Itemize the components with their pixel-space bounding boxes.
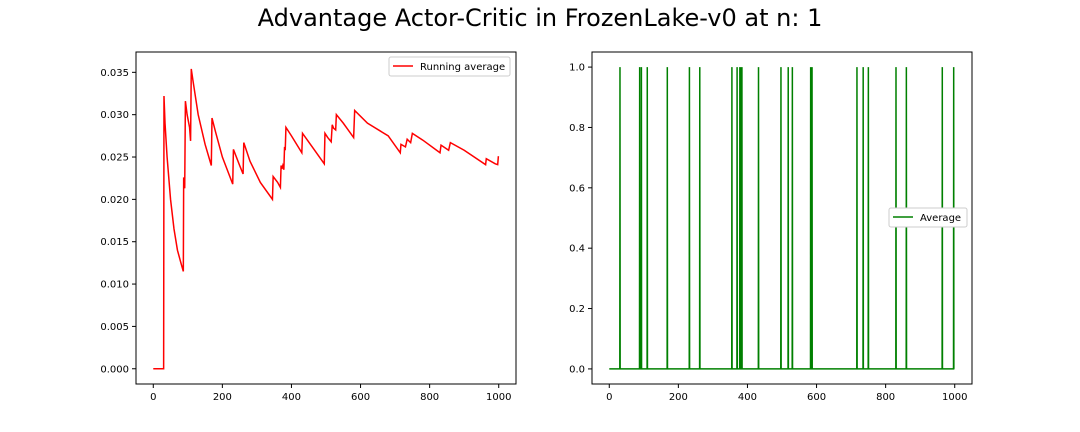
left-y-tick-label: 0.035 <box>100 68 129 79</box>
average-line <box>609 67 955 370</box>
right-y-tick-label: 0.0 <box>569 364 585 375</box>
left-y-tick-label: 0.020 <box>100 195 129 206</box>
left-x-tick-label: 600 <box>351 392 370 403</box>
right-series-line <box>609 67 955 370</box>
right-y-tick-label: 1.0 <box>569 63 585 74</box>
left-series-line <box>153 68 500 370</box>
left-x-tick-label: 800 <box>420 392 439 403</box>
left-chart: 0 200 400 600 800 1000 0.000 0.005 0.010 0.015 0.0… <box>100 51 517 403</box>
right-x-tick-label: 800 <box>876 392 895 403</box>
left-ticks: 0 200 400 600 800 1000 0.000 0.005 0.010 0.015 0.0… <box>100 68 511 403</box>
right-x-tick-label: 200 <box>669 392 688 403</box>
left-y-tick-label: 0.000 <box>100 364 129 375</box>
right-x-tick-label: 1000 <box>942 392 967 403</box>
left-x-tick-label: 0 <box>150 392 156 403</box>
right-y-tick-label: 0.2 <box>569 304 585 315</box>
right-x-tick-label: 0 <box>606 392 612 403</box>
right-plot-frame <box>591 51 973 385</box>
left-plot-frame <box>135 51 517 385</box>
right-legend: Average <box>888 207 968 228</box>
right-legend-label: Average <box>920 213 961 224</box>
right-legend-box <box>888 207 968 228</box>
left-legend: Running average <box>388 56 511 77</box>
right-x-tick-label: 600 <box>807 392 826 403</box>
left-y-tick-label: 0.015 <box>100 237 129 248</box>
right-ticks: 0 200 400 600 800 1000 0.0 0.2 0.4 0.6 0.8 1.0 <box>569 63 967 403</box>
right-y-tick-label: 0.8 <box>569 123 585 134</box>
right-y-tick-label: 0.4 <box>569 244 585 255</box>
figure-title: Advantage Actor-Critic in FrozenLake-v0 … <box>257 4 823 32</box>
running-average-line <box>153 68 500 370</box>
left-x-tick-label: 400 <box>282 392 301 403</box>
left-y-tick-label: 0.005 <box>100 322 129 333</box>
right-chart: 0 200 400 600 800 1000 0.0 0.2 0.4 0.6 0.8 1.0 Aver… <box>569 51 973 403</box>
left-y-tick-label: 0.025 <box>100 153 129 164</box>
left-y-tick-label: 0.010 <box>100 280 129 291</box>
left-x-tick-label: 200 <box>213 392 232 403</box>
right-x-tick-label: 400 <box>738 392 757 403</box>
left-legend-label: Running average <box>420 62 505 73</box>
left-legend-box <box>388 56 511 77</box>
right-y-tick-label: 0.6 <box>569 183 585 194</box>
left-x-tick-label: 1000 <box>486 392 511 403</box>
left-y-tick-label: 0.030 <box>100 110 129 121</box>
